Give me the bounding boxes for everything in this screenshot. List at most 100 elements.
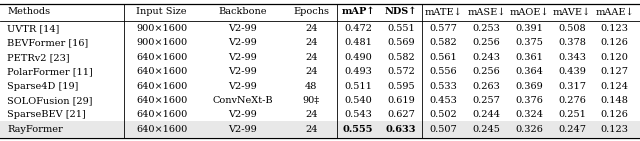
Text: 0.364: 0.364 — [515, 67, 543, 76]
Text: 0.569: 0.569 — [387, 38, 415, 47]
Text: 0.253: 0.253 — [472, 24, 500, 33]
Text: 0.439: 0.439 — [558, 67, 586, 76]
Text: 0.247: 0.247 — [558, 125, 586, 134]
Text: mAOE↓: mAOE↓ — [509, 7, 549, 16]
Text: 0.317: 0.317 — [558, 82, 586, 91]
Text: V2-99: V2-99 — [228, 67, 257, 76]
Text: 0.511: 0.511 — [344, 82, 372, 91]
Text: 0.493: 0.493 — [344, 67, 372, 76]
Text: Sparse4D [19]: Sparse4D [19] — [7, 82, 78, 91]
Text: 0.361: 0.361 — [515, 53, 543, 62]
Text: 24: 24 — [305, 125, 317, 134]
Text: V2-99: V2-99 — [228, 82, 257, 91]
Text: 0.507: 0.507 — [430, 125, 458, 134]
Text: 0.256: 0.256 — [472, 67, 500, 76]
Text: 0.326: 0.326 — [515, 125, 543, 134]
Text: 0.543: 0.543 — [344, 110, 372, 119]
Bar — [0, 121, 640, 137]
Text: 0.123: 0.123 — [600, 125, 628, 134]
Text: 0.561: 0.561 — [430, 53, 458, 62]
Text: 0.251: 0.251 — [558, 110, 586, 119]
Text: mAAE↓: mAAE↓ — [595, 7, 634, 16]
Text: 90‡: 90‡ — [303, 96, 320, 105]
Text: 0.508: 0.508 — [558, 24, 586, 33]
Text: 0.582: 0.582 — [387, 53, 415, 62]
Text: 640×1600: 640×1600 — [136, 96, 188, 105]
Text: 640×1600: 640×1600 — [136, 125, 188, 134]
Text: 0.369: 0.369 — [515, 82, 543, 91]
Text: RayFormer: RayFormer — [7, 125, 63, 134]
Text: V2-99: V2-99 — [228, 110, 257, 119]
Text: 0.502: 0.502 — [430, 110, 458, 119]
Text: Epochs: Epochs — [293, 7, 330, 16]
Text: BEVFormer [16]: BEVFormer [16] — [7, 38, 88, 47]
Text: mAP↑: mAP↑ — [341, 7, 375, 16]
Text: 0.633: 0.633 — [386, 125, 416, 134]
Text: 0.256: 0.256 — [472, 38, 500, 47]
Text: 0.551: 0.551 — [387, 24, 415, 33]
Text: 0.481: 0.481 — [344, 38, 372, 47]
Text: Backbone: Backbone — [218, 7, 267, 16]
Text: 0.391: 0.391 — [515, 24, 543, 33]
Text: 0.245: 0.245 — [472, 125, 500, 134]
Text: 0.577: 0.577 — [429, 24, 458, 33]
Text: 24: 24 — [305, 38, 317, 47]
Text: mASE↓: mASE↓ — [467, 7, 506, 16]
Text: 0.378: 0.378 — [558, 38, 586, 47]
Text: V2-99: V2-99 — [228, 24, 257, 33]
Text: 0.556: 0.556 — [430, 67, 458, 76]
Text: 48: 48 — [305, 82, 317, 91]
Text: SparseBEV [21]: SparseBEV [21] — [7, 110, 86, 119]
Text: 0.582: 0.582 — [430, 38, 458, 47]
Text: 0.127: 0.127 — [600, 67, 628, 76]
Text: Input Size: Input Size — [136, 7, 187, 16]
Text: SOLOFusion [29]: SOLOFusion [29] — [7, 96, 93, 105]
Text: NDS↑: NDS↑ — [385, 7, 417, 16]
Text: V2-99: V2-99 — [228, 125, 257, 134]
Text: 24: 24 — [305, 67, 317, 76]
Text: 0.343: 0.343 — [558, 53, 586, 62]
Text: 0.243: 0.243 — [472, 53, 500, 62]
Text: 0.244: 0.244 — [472, 110, 500, 119]
Text: 900×1600: 900×1600 — [136, 38, 188, 47]
Text: 24: 24 — [305, 53, 317, 62]
Text: 0.472: 0.472 — [344, 24, 372, 33]
Text: 0.257: 0.257 — [472, 96, 500, 105]
Text: PETRv2 [23]: PETRv2 [23] — [7, 53, 70, 62]
Text: 0.490: 0.490 — [344, 53, 372, 62]
Text: 0.263: 0.263 — [472, 82, 500, 91]
Text: 0.453: 0.453 — [429, 96, 458, 105]
Text: 0.572: 0.572 — [387, 67, 415, 76]
Text: 640×1600: 640×1600 — [136, 67, 188, 76]
Text: Methods: Methods — [7, 7, 50, 16]
Text: 640×1600: 640×1600 — [136, 110, 188, 119]
Text: 0.148: 0.148 — [601, 96, 628, 105]
Text: 0.120: 0.120 — [601, 53, 628, 62]
Text: 0.627: 0.627 — [387, 110, 415, 119]
Text: UVTR [14]: UVTR [14] — [7, 24, 60, 33]
Text: 0.595: 0.595 — [387, 82, 415, 91]
Text: mAVE↓: mAVE↓ — [553, 7, 591, 16]
Text: 0.375: 0.375 — [515, 38, 543, 47]
Text: 0.126: 0.126 — [601, 110, 628, 119]
Text: 0.124: 0.124 — [600, 82, 628, 91]
Text: V2-99: V2-99 — [228, 53, 257, 62]
Text: 0.324: 0.324 — [515, 110, 543, 119]
Text: 0.533: 0.533 — [429, 82, 458, 91]
Text: 0.376: 0.376 — [515, 96, 543, 105]
Text: 0.123: 0.123 — [600, 24, 628, 33]
Text: mATE↓: mATE↓ — [425, 7, 463, 16]
Text: 0.619: 0.619 — [387, 96, 415, 105]
Text: ConvNeXt-B: ConvNeXt-B — [212, 96, 273, 105]
Text: 0.555: 0.555 — [343, 125, 373, 134]
Text: 0.540: 0.540 — [344, 96, 372, 105]
Text: PolarFormer [11]: PolarFormer [11] — [7, 67, 93, 76]
Text: 640×1600: 640×1600 — [136, 53, 188, 62]
Text: 24: 24 — [305, 110, 317, 119]
Text: 24: 24 — [305, 24, 317, 33]
Text: V2-99: V2-99 — [228, 38, 257, 47]
Text: 0.276: 0.276 — [558, 96, 586, 105]
Text: 640×1600: 640×1600 — [136, 82, 188, 91]
Text: 900×1600: 900×1600 — [136, 24, 188, 33]
Text: 0.126: 0.126 — [601, 38, 628, 47]
